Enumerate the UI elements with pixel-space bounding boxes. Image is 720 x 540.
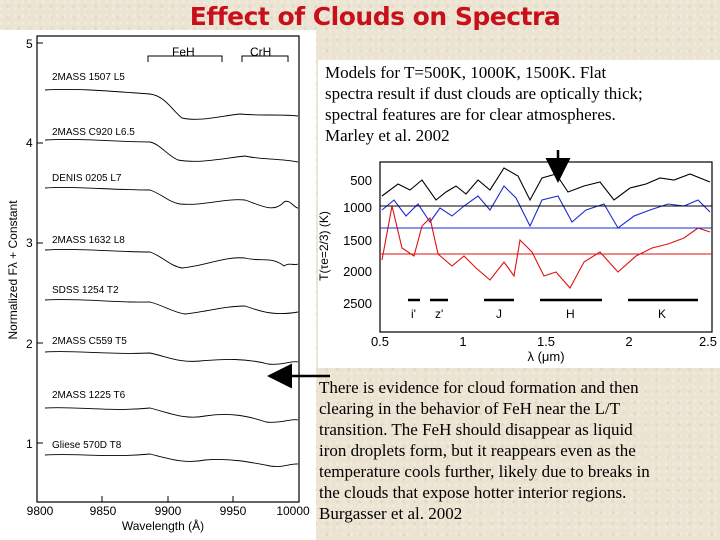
left-y-tick-4: 4	[26, 136, 33, 150]
spectrum-label-7: 2MASS 1225 T6	[52, 390, 126, 401]
right-x-tick-0.5: 0.5	[371, 334, 389, 349]
spectrum-1	[44, 89, 299, 120]
left-x-axis-label: Wavelength (Å)	[122, 518, 204, 533]
left-x-tick-9900: 9900	[155, 504, 182, 518]
top-caption-line-1: Models for T=500K, 1000K, 1500K. Flat	[325, 63, 607, 82]
spectrum-label-8: Gliese 570D T8	[52, 440, 122, 451]
top-caption: Models for T=500K, 1000K, 1500K. Flat sp…	[325, 62, 643, 146]
spectrum-label-4: 2MASS 1632 L8	[52, 235, 125, 246]
right-x-tick-1.5: 1.5	[537, 334, 555, 349]
spectrum-label-5: SDSS 1254 T2	[52, 285, 119, 296]
model-curve-500k	[381, 167, 711, 202]
spectrum-2	[44, 138, 299, 163]
bottom-caption-line-7: Burgasser et al. 2002	[319, 504, 463, 523]
left-y-tick-3: 3	[26, 236, 33, 250]
left-y-tick-1: 1	[26, 437, 33, 451]
bottom-caption: There is evidence for cloud formation an…	[319, 377, 650, 524]
bottom-caption-line-3: transition. The FeH should disappear as …	[319, 420, 633, 439]
spectrum-5	[44, 299, 299, 315]
left-x-tick-9950: 9950	[220, 504, 247, 518]
feh-band-bracket	[147, 55, 223, 62]
left-x-tick-9800: 9800	[27, 504, 54, 518]
band-label-i: i'	[411, 307, 416, 321]
top-caption-line-4: Marley et al. 2002	[325, 126, 450, 145]
right-x-tick-2.5: 2.5	[699, 334, 717, 349]
left-x-tick-10000: 10000	[276, 504, 310, 518]
spectrum-label-1: 2MASS 1507 L5	[52, 72, 125, 83]
band-label-h: H	[566, 307, 575, 321]
right-x-axis-label: λ (μm)	[527, 349, 564, 364]
spectrum-label-6: 2MASS C559 T5	[52, 336, 127, 347]
right-y-tick-2000: 2000	[343, 264, 372, 279]
slide-title: Effect of Clouds on Spectra	[189, 2, 561, 31]
spectrum-4	[44, 248, 299, 269]
top-caption-panel	[318, 60, 720, 156]
left-y-tick-2: 2	[26, 337, 33, 351]
right-figure: T(τe=2/3) (K) 500 1000 1500 2000 2500 0.…	[318, 161, 717, 364]
left-x-tick-9850: 9850	[90, 504, 117, 518]
band-label-j: J	[496, 307, 502, 321]
bottom-caption-line-4: iron droplets form, but it reappears eve…	[319, 441, 636, 460]
spectrum-label-3: DENIS 0205 L7	[52, 173, 122, 184]
top-caption-line-3: spectral features are for clear atmosphe…	[325, 105, 616, 124]
right-y-tick-2500: 2500	[343, 296, 372, 311]
bottom-caption-line-1: There is evidence for cloud formation an…	[319, 378, 639, 397]
top-caption-line-2: spectra result if dust clouds are optica…	[325, 84, 643, 103]
bottom-caption-line-2: clearing in the behavior of FeH near the…	[319, 399, 621, 418]
spectrum-8	[44, 453, 299, 467]
feh-band-label: FeH	[172, 45, 195, 59]
bottom-caption-line-6: the clouds that expose hotter interior r…	[319, 483, 627, 502]
right-y-tick-500: 500	[350, 173, 372, 188]
model-curve-1000k	[381, 185, 711, 229]
bottom-caption-line-5: temperature cools further, likely due to…	[319, 462, 650, 481]
band-label-k: K	[658, 307, 666, 321]
spectrum-label-2: 2MASS C920 L6.5	[52, 127, 135, 138]
right-y-tick-1000: 1000	[343, 200, 372, 215]
left-y-tick-5: 5	[26, 37, 33, 51]
left-y-axis-label: Normalized Fλ + Constant	[6, 200, 20, 340]
right-x-tick-2: 2	[625, 334, 632, 349]
crh-band-label: CrH	[250, 45, 271, 59]
spectrum-3	[44, 186, 299, 209]
crh-band-bracket	[241, 55, 289, 62]
right-y-axis-label: T(τe=2/3) (K)	[318, 211, 331, 281]
right-y-tick-1500: 1500	[343, 233, 372, 248]
right-figure-panel	[318, 156, 720, 368]
spectrum-7	[44, 407, 299, 423]
right-x-tick-1: 1	[459, 334, 466, 349]
model-curve-1500k	[381, 205, 711, 289]
band-label-z: z'	[435, 307, 443, 321]
left-figure: Normalized Fλ + Constant 5 4 3 2 1 9800 …	[6, 35, 310, 533]
